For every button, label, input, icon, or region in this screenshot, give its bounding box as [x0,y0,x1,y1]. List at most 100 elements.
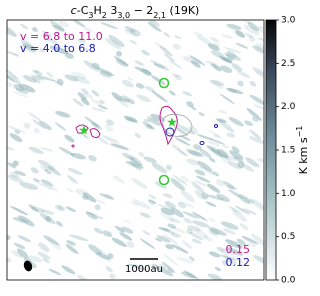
noise-blob [160,207,174,216]
noise-blob [191,211,208,221]
noise-blob [127,156,142,166]
noise-blob [54,205,64,211]
noise-blob [253,104,264,110]
colorbar-tick-label: 1.0 [281,189,296,199]
noise-blob [171,244,189,254]
noise-blob [241,163,255,172]
noise-blob [226,50,237,59]
noise-blob [191,106,197,111]
noise-blob [195,175,211,183]
noise-blob [144,20,161,27]
noise-blob [212,171,220,177]
noise-blob [7,50,19,56]
noise-blob [194,169,206,176]
noise-blob [209,148,224,158]
noise-blob [110,143,129,150]
noise-blob [42,258,50,263]
noise-blob [210,50,225,59]
noise-blob [77,92,87,100]
title-part: 3,0 [117,11,130,20]
noise-blob [243,24,260,36]
noise-blob [217,148,229,159]
noise-blob [226,23,242,31]
noise-blob [221,144,230,149]
noise-blob [81,132,89,139]
noise-blob [167,267,174,274]
noise-blob [252,45,264,54]
title-part: (19K) [166,4,199,17]
noise-blob [99,99,105,105]
colorbar-label-part: K km s [297,137,310,174]
noise-blob [49,45,69,55]
noise-blob [193,144,202,151]
noise-blob [47,165,61,176]
noise-blob [168,59,182,69]
source-star: ★ [78,124,90,139]
noise-blob [171,73,179,78]
noise-blob [22,43,37,53]
noise-blob [188,150,204,157]
noise-blob [150,59,158,65]
noise-blob [21,42,35,50]
noise-blob [150,113,166,122]
noise-blob [7,68,19,80]
noise-blob [219,65,233,73]
noise-blob [147,198,155,206]
noise-blob [236,238,247,246]
colorbar-label: K km s−1 [295,126,310,175]
noise-blob [255,43,264,53]
noise-blob [219,254,238,261]
noise-blob [81,195,89,200]
noise-blob [213,134,220,138]
noise-blob [170,207,184,218]
noise-blob [11,250,23,258]
noise-blob [123,219,132,224]
noise-blob [105,124,113,132]
noise-blob [102,136,120,145]
noise-blob [250,198,264,212]
noise-blob [139,238,156,250]
noise-blob [40,179,54,187]
noise-blob [32,76,41,84]
noise-blob [164,201,176,209]
noise-blob [48,268,62,276]
noise-blob [249,129,262,140]
noise-blob [52,79,64,87]
noise-blob [207,43,220,51]
noise-blob [223,181,235,190]
noise-blob [147,117,163,127]
noise-blob [145,86,156,93]
noise-blob [232,155,245,164]
noise-blob [225,247,244,256]
noise-blob [156,235,171,243]
noise-blob [9,133,23,143]
noise-blob [245,157,260,168]
title-part: 2 [102,11,107,20]
noise-blob [174,35,182,39]
noise-blob [12,53,21,57]
noise-blob [132,199,151,210]
noise-blob [182,211,200,219]
legend-entry: v = 4.0 to 6.8 [20,42,96,55]
noise-blob [40,147,54,152]
noise-blob [170,232,181,238]
markers: ★ ★ [78,77,178,186]
noise-blob [99,193,114,200]
noise-blob [165,164,172,171]
noise-blob [105,119,114,126]
noise-blob [135,83,145,89]
noise-blob [43,235,60,246]
noise-blob [238,194,251,204]
noise-blob [120,95,130,102]
noise-blob [207,183,221,193]
noise-blob [33,178,40,183]
noise-blob [250,233,264,246]
noise-blob [227,88,244,95]
noise-blob [102,230,113,238]
noise-blob [247,242,257,248]
noise-blob [239,20,253,25]
noise-blob [239,223,249,231]
noise-blob [10,171,19,179]
noise-blob [31,69,39,74]
noise-blob [226,132,236,138]
